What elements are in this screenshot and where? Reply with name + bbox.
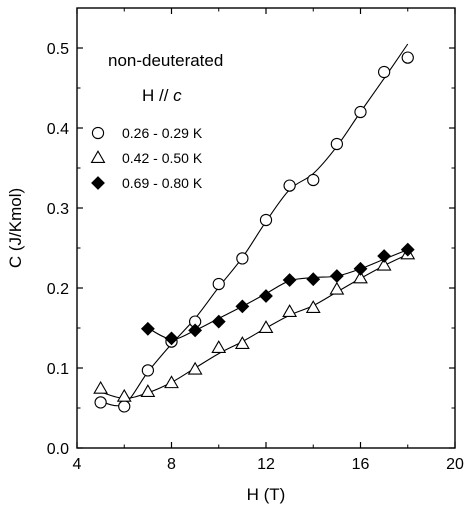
plot-frame bbox=[76, 7, 456, 449]
data-point-series-3 bbox=[140, 321, 155, 336]
data-point-series-1 bbox=[330, 137, 344, 151]
data-point-series-3 bbox=[164, 331, 179, 346]
data-point-series-3 bbox=[211, 314, 226, 329]
data-point-series-2 bbox=[211, 340, 227, 353]
legend-label-series-3: 0.69 - 0.80 K bbox=[122, 175, 203, 191]
data-point-series-2 bbox=[116, 388, 132, 402]
axes-layer bbox=[76, 7, 456, 449]
data-point-series-3 bbox=[400, 242, 415, 257]
data-point-series-2 bbox=[329, 281, 345, 295]
fit-line-series-3 bbox=[147, 249, 408, 340]
data-point-series-1 bbox=[354, 105, 367, 119]
data-point-series-3 bbox=[188, 323, 203, 338]
annotation-field-text: H // bbox=[142, 86, 173, 105]
annotation-field-direction: H // c bbox=[142, 86, 182, 105]
x-axis-label: H (T) bbox=[247, 485, 286, 504]
data-point-series-3 bbox=[306, 272, 321, 287]
legend-label-series-1: 0.26 - 0.29 K bbox=[122, 125, 203, 141]
data-point-series-1 bbox=[401, 51, 414, 64]
y-tick-label: 0.2 bbox=[47, 281, 69, 298]
data-point-series-2 bbox=[376, 257, 392, 271]
legend: 0.26 - 0.29 K 0.42 - 0.50 K 0.69 - 0.80 K bbox=[90, 125, 203, 191]
data-point-series-2 bbox=[353, 270, 368, 284]
data-point-series-3 bbox=[329, 269, 344, 283]
data-point-series-3 bbox=[259, 289, 273, 303]
y-tick-label: 0.0 bbox=[47, 441, 69, 458]
data-point-series-1 bbox=[236, 252, 249, 265]
data-point-series-3 bbox=[282, 273, 297, 287]
annotation-field-axis: c bbox=[173, 86, 182, 105]
legend-marker-series-2 bbox=[90, 150, 106, 163]
y-tick-label: 0.5 bbox=[47, 41, 69, 58]
y-axis-label: C (J/Kmol) bbox=[6, 188, 25, 268]
legend-marker-series-3 bbox=[91, 176, 105, 190]
x-tick-label: 20 bbox=[446, 456, 464, 473]
legend-label-series-2: 0.42 - 0.50 K bbox=[122, 150, 203, 166]
data-point-series-2 bbox=[93, 380, 109, 394]
data-point-series-2 bbox=[282, 304, 298, 317]
y-tick-label: 0.3 bbox=[47, 201, 69, 218]
data-point-series-2 bbox=[140, 384, 156, 397]
y-tick-label: 0.4 bbox=[47, 121, 69, 138]
x-tick-label: 4 bbox=[73, 456, 82, 473]
data-point-series-2 bbox=[164, 375, 179, 389]
data-point-series-3 bbox=[377, 249, 392, 263]
data-point-series-2 bbox=[187, 361, 203, 375]
data-point-series-1 bbox=[212, 277, 225, 291]
x-tick-label: 8 bbox=[167, 456, 176, 473]
data-point-series-3 bbox=[235, 299, 250, 314]
y-tick-label: 0.1 bbox=[47, 361, 69, 378]
data-point-series-1 bbox=[307, 173, 320, 187]
legend-marker-series-1 bbox=[91, 126, 105, 140]
data-point-series-2 bbox=[258, 320, 274, 333]
x-tick-label: 16 bbox=[352, 456, 370, 473]
annotation-sample: non-deuterated bbox=[108, 51, 223, 70]
data-point-series-2 bbox=[234, 336, 250, 349]
data-point-series-1 bbox=[283, 179, 296, 192]
data-point-series-1 bbox=[141, 364, 155, 377]
data-point-series-1 bbox=[259, 213, 273, 227]
data-point-series-3 bbox=[353, 261, 368, 276]
x-tick-label: 12 bbox=[257, 456, 275, 473]
data-point-series-1 bbox=[94, 396, 107, 409]
data-point-series-2 bbox=[305, 300, 321, 313]
ticks-layer: 4 8 12 16 20 0.0 0.1 0.2 0.3 0.4 0.5 bbox=[47, 8, 464, 473]
data-markers-layer bbox=[93, 51, 416, 413]
data-point-series-1 bbox=[377, 65, 391, 79]
data-point-series-1 bbox=[118, 400, 131, 413]
